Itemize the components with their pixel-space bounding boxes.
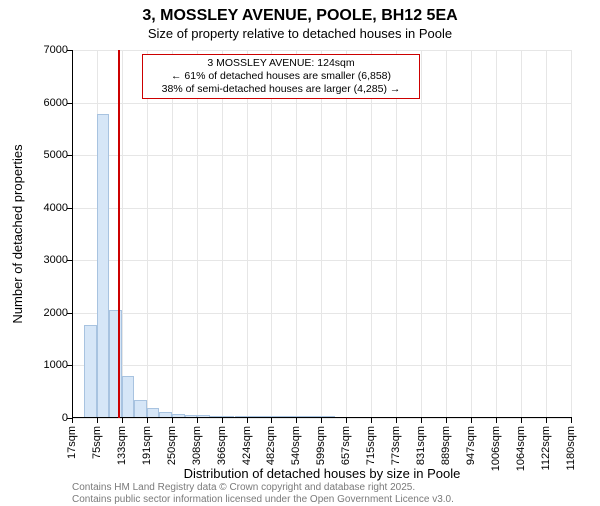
x-tick (296, 418, 297, 423)
y-tick-label: 3000 (28, 254, 68, 266)
x-tick (222, 418, 223, 423)
x-tick (571, 418, 572, 423)
x-tick-label: 482sqm (265, 426, 277, 465)
histogram-bar (122, 376, 134, 418)
chart-container: 3, MOSSLEY AVENUE, POOLE, BH12 5EA Size … (0, 0, 600, 500)
gridline-v (147, 50, 148, 418)
gridline-v (222, 50, 223, 418)
x-tick-label: 889sqm (440, 426, 452, 465)
x-tick (346, 418, 347, 423)
x-tick-label: 424sqm (241, 426, 253, 465)
annotation-line2: ← 61% of detached houses are smaller (6,… (149, 70, 413, 83)
gridline-v (346, 50, 347, 418)
histogram-bar (134, 400, 146, 418)
x-tick-label: 75sqm (91, 426, 103, 459)
gridline-v (172, 50, 173, 418)
x-tick-label: 599sqm (315, 426, 327, 465)
marker-line (118, 50, 120, 418)
x-tick-label: 1006sqm (490, 426, 502, 471)
x-tick-label: 133sqm (116, 426, 128, 465)
x-tick (72, 418, 73, 423)
x-tick (396, 418, 397, 423)
chart-title: 3, MOSSLEY AVENUE, POOLE, BH12 5EA (0, 0, 600, 26)
gridline-v (446, 50, 447, 418)
gridline-v (247, 50, 248, 418)
x-tick (122, 418, 123, 423)
y-tick-label: 1000 (28, 359, 68, 371)
x-tick (197, 418, 198, 423)
x-tick (546, 418, 547, 423)
gridline-v (371, 50, 372, 418)
x-tick-label: 1122sqm (540, 426, 552, 470)
chart-subtitle: Size of property relative to detached ho… (0, 26, 600, 41)
x-tick-label: 191sqm (141, 426, 153, 465)
y-tick-label: 6000 (28, 97, 68, 109)
histogram-bar (84, 325, 96, 418)
x-tick (321, 418, 322, 423)
gridline-v (496, 50, 497, 418)
plot-area: 3 MOSSLEY AVENUE: 124sqm← 61% of detache… (72, 50, 572, 418)
gridline-v (321, 50, 322, 418)
y-tick-label: 2000 (28, 307, 68, 319)
gridline-v (546, 50, 547, 418)
annotation-box: 3 MOSSLEY AVENUE: 124sqm← 61% of detache… (142, 54, 420, 99)
x-tick (97, 418, 98, 423)
gridline-v (296, 50, 297, 418)
y-tick-label: 0 (28, 412, 68, 424)
y-axis-title: Number of detached properties (10, 144, 25, 323)
gridline-v (571, 50, 572, 418)
annotation-line1: 3 MOSSLEY AVENUE: 124sqm (149, 57, 413, 70)
footer-line1: Contains HM Land Registry data © Crown c… (72, 482, 454, 494)
x-tick (247, 418, 248, 423)
gridline-v (471, 50, 472, 418)
x-tick (172, 418, 173, 423)
x-tick (147, 418, 148, 423)
y-tick-label: 5000 (28, 149, 68, 161)
x-tick-label: 715sqm (365, 426, 377, 465)
y-tick-label: 7000 (28, 44, 68, 56)
x-tick-label: 250sqm (166, 426, 178, 465)
x-tick-label: 1064sqm (515, 426, 527, 471)
x-tick-label: 366sqm (216, 426, 228, 465)
gridline-v (197, 50, 198, 418)
footer-line2: Contains public sector information licen… (72, 494, 454, 506)
gridline-v (271, 50, 272, 418)
x-tick-label: 540sqm (290, 426, 302, 465)
x-tick (371, 418, 372, 423)
gridline-v (421, 50, 422, 418)
footer-attribution: Contains HM Land Registry data © Crown c… (72, 482, 454, 506)
x-tick-label: 17sqm (66, 426, 78, 459)
title-line1: 3, MOSSLEY AVENUE, POOLE, BH12 5EA (142, 7, 457, 24)
x-tick (496, 418, 497, 423)
x-tick (446, 418, 447, 423)
x-tick (521, 418, 522, 423)
x-tick-label: 657sqm (340, 426, 352, 465)
x-tick-label: 308sqm (191, 426, 203, 465)
x-tick-label: 947sqm (465, 426, 477, 465)
x-tick-label: 1180sqm (565, 426, 577, 470)
x-tick-label: 831sqm (415, 426, 427, 465)
x-tick (421, 418, 422, 423)
x-tick (271, 418, 272, 423)
y-tick-label: 4000 (28, 202, 68, 214)
histogram-bar (97, 114, 109, 418)
annotation-line3: 38% of semi-detached houses are larger (… (149, 83, 413, 96)
x-tick-label: 773sqm (390, 426, 402, 465)
x-tick (471, 418, 472, 423)
gridline-v (396, 50, 397, 418)
gridline-v (122, 50, 123, 418)
y-axis-line (72, 50, 73, 418)
gridline-v (521, 50, 522, 418)
